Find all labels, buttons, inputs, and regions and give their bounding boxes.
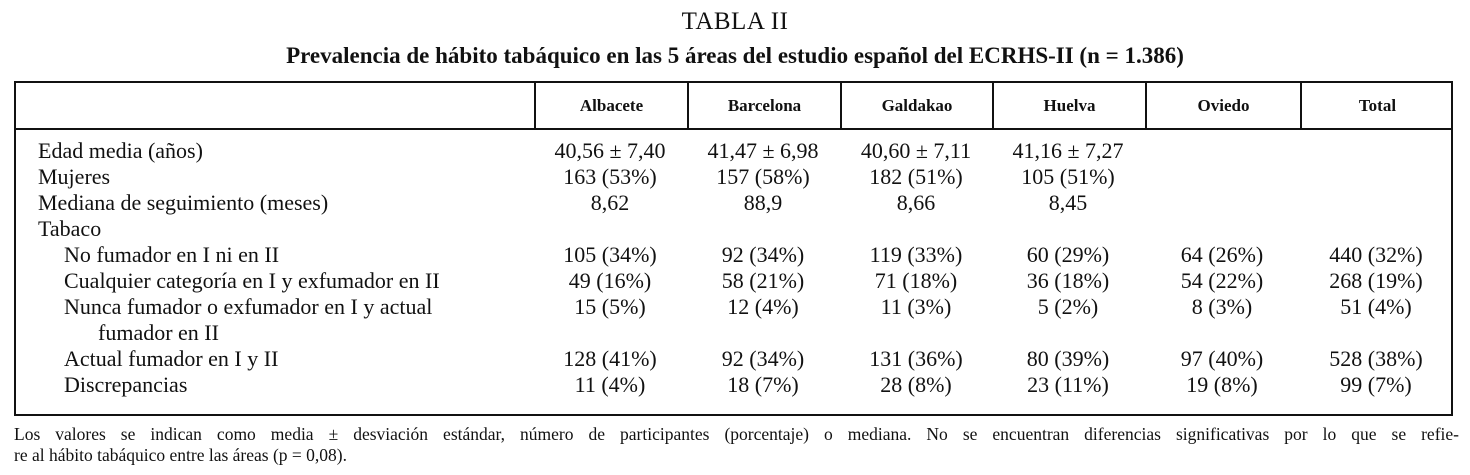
row-label: Actual fumador en I y II	[64, 346, 279, 371]
footnote-line-2: re al hábito tabáquico entre las áreas (…	[14, 445, 347, 465]
table-footnote: Los valores se indican como media ± desv…	[14, 424, 1459, 466]
table-cell: 12 (4%)	[727, 294, 799, 319]
table-cell: 163 (53%)	[563, 164, 657, 189]
table-row: Mediana de seguimiento (meses) 8,62 88,9 8,…	[16, 190, 1451, 216]
table-cell: 268 (19%)	[1329, 268, 1423, 293]
table-cell: 18 (7%)	[727, 372, 799, 397]
col-header-albacete: Albacete	[534, 83, 687, 128]
col-header-huelva: Huelva	[992, 83, 1145, 128]
col-header-total: Total	[1300, 83, 1453, 128]
table-cell: 99 (7%)	[1340, 372, 1412, 397]
table-cell: 71 (18%)	[874, 268, 958, 293]
row-label: No fumador en I ni en II	[64, 242, 280, 267]
col-header-oviedo: Oviedo	[1145, 83, 1300, 128]
table-cell: 19 (8%)	[1186, 372, 1258, 397]
table-title: TABLA II	[681, 8, 789, 35]
table-cell: 60 (29%)	[1026, 242, 1110, 267]
row-label: Tabaco	[38, 216, 102, 241]
table-header: Albacete Barcelona Galdakao Huelva Ovied…	[16, 83, 1451, 130]
table-cell: 23 (11%)	[1027, 372, 1109, 397]
table-cell: 5 (2%)	[1037, 294, 1099, 319]
table-cell: 36 (18%)	[1026, 268, 1110, 293]
table-cell: 119 (33%)	[869, 242, 963, 267]
table-cell: 128 (41%)	[563, 346, 657, 371]
table-cell: 40,60 ± 7,11	[860, 138, 972, 163]
table-row: Actual fumador en I y II 128 (41%) 92 (34%…	[16, 346, 1451, 372]
table-cell: 41,16 ± 7,27	[1012, 138, 1124, 163]
table-cell: 88,9	[743, 190, 783, 215]
table-cell: 64 (26%)	[1180, 242, 1264, 267]
table-cell: 157 (58%)	[716, 164, 810, 189]
table-row: Nunca fumador o exfumador en I y actual f…	[16, 294, 1451, 345]
table-cell: 8 (3%)	[1191, 294, 1253, 319]
row-label: Edad media (años)	[38, 138, 203, 163]
table-cell: 54 (22%)	[1180, 268, 1264, 293]
table-cell: 28 (8%)	[880, 372, 952, 397]
col-header-galdakao: Galdakao	[840, 83, 992, 128]
table-cell: 8,66	[896, 190, 936, 215]
table-cell: 105 (51%)	[1021, 164, 1115, 189]
table-cell: 51 (4%)	[1340, 294, 1412, 319]
footnote-line-1: Los valores se indican como media ± desv…	[14, 424, 1459, 444]
table-row: No fumador en I ni en II 105 (34%) 92 (34%…	[16, 242, 1451, 268]
table-cell: 92 (34%)	[721, 346, 805, 371]
table-cell: 15 (5%)	[574, 294, 646, 319]
table-row: Discrepancias 11 (4%) 18 (7%) 28 (8%) 23 (11…	[16, 372, 1451, 398]
row-label: Mediana de seguimiento (meses)	[38, 190, 329, 215]
table-row: Tabaco	[16, 216, 1451, 242]
table-row: Cualquier categoría en I y exfumador en …	[16, 268, 1451, 294]
data-table: Albacete Barcelona Galdakao Huelva Ovied…	[14, 81, 1453, 416]
table-cell: 11 (4%)	[574, 372, 646, 397]
table-row: Mujeres 163 (53%) 157 (58%) 182 (51%) 105 (5…	[16, 164, 1451, 190]
table-cell: 80 (39%)	[1026, 346, 1110, 371]
table-cell: 49 (16%)	[568, 268, 652, 293]
table-cell: 11 (3%)	[880, 294, 952, 319]
table-cell: 105 (34%)	[563, 242, 657, 267]
table-cell: 92 (34%)	[721, 242, 805, 267]
table-cell: 97 (40%)	[1180, 346, 1264, 371]
row-label-continuation: fumador en II	[98, 320, 219, 345]
col-header-barcelona: Barcelona	[687, 83, 840, 128]
table-row: Edad media (años) 40,56 ± 7,40 41,47 ± 6,9…	[16, 138, 1451, 164]
table-cell: 131 (36%)	[869, 346, 963, 371]
table-cell: 40,56 ± 7,40	[554, 138, 666, 163]
table-cell: 58 (21%)	[721, 268, 805, 293]
row-label: Discrepancias	[64, 372, 188, 397]
row-label: Mujeres	[38, 164, 111, 189]
table-cell: 528 (38%)	[1329, 346, 1423, 371]
table-cell: 41,47 ± 6,98	[707, 138, 819, 163]
row-label: Nunca fumador o exfumador en I y actual	[64, 294, 433, 319]
table-subtitle: Prevalencia de hábito tabáquico en las 5…	[286, 43, 1184, 68]
table-cell: 182 (51%)	[869, 164, 963, 189]
table-cell: 8,62	[590, 190, 630, 215]
table-cell: 8,45	[1048, 190, 1088, 215]
table-cell: 440 (32%)	[1329, 242, 1423, 267]
row-label: Cualquier categoría en I y exfumador en …	[64, 268, 440, 293]
